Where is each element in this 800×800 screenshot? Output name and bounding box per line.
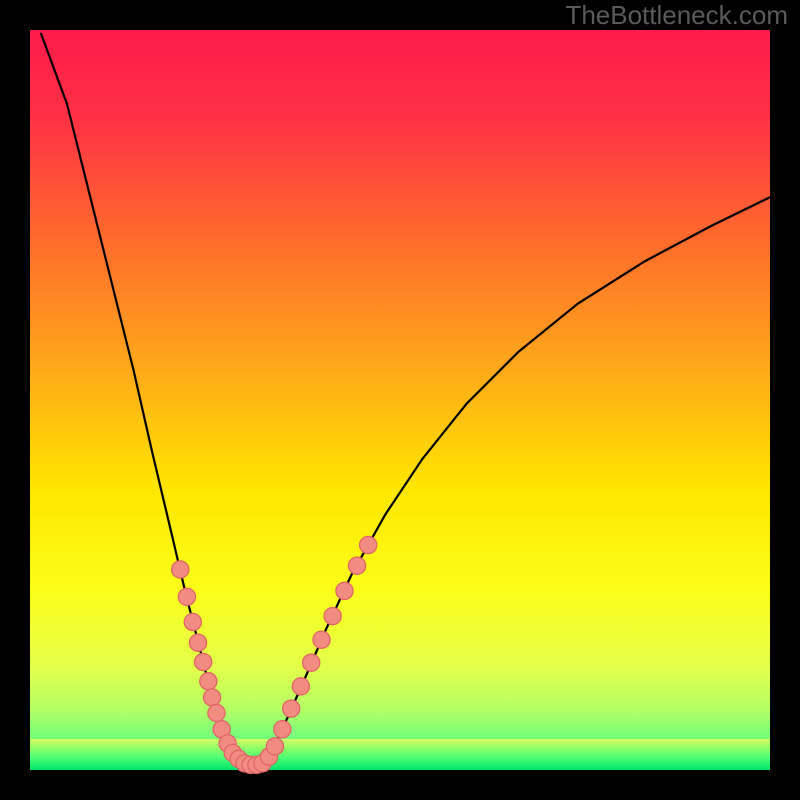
curve-marker <box>292 678 309 695</box>
bottleneck-chart: TheBottleneck.com <box>0 0 800 800</box>
curve-marker <box>208 704 225 721</box>
curve-marker <box>184 613 201 630</box>
curve-marker <box>336 582 353 599</box>
plot-bottom-band <box>30 739 770 770</box>
curve-marker <box>348 557 365 574</box>
curve-marker <box>172 561 189 578</box>
watermark-text: TheBottleneck.com <box>565 0 788 30</box>
curve-marker <box>324 607 341 624</box>
curve-marker <box>178 588 195 605</box>
curve-marker <box>360 536 377 553</box>
curve-marker <box>189 634 206 651</box>
curve-marker <box>274 721 291 738</box>
curve-marker <box>313 631 330 648</box>
curve-marker <box>195 653 212 670</box>
curve-marker <box>203 689 220 706</box>
curve-marker <box>200 673 217 690</box>
curve-marker <box>266 738 283 755</box>
curve-marker <box>303 654 320 671</box>
curve-marker <box>283 700 300 717</box>
